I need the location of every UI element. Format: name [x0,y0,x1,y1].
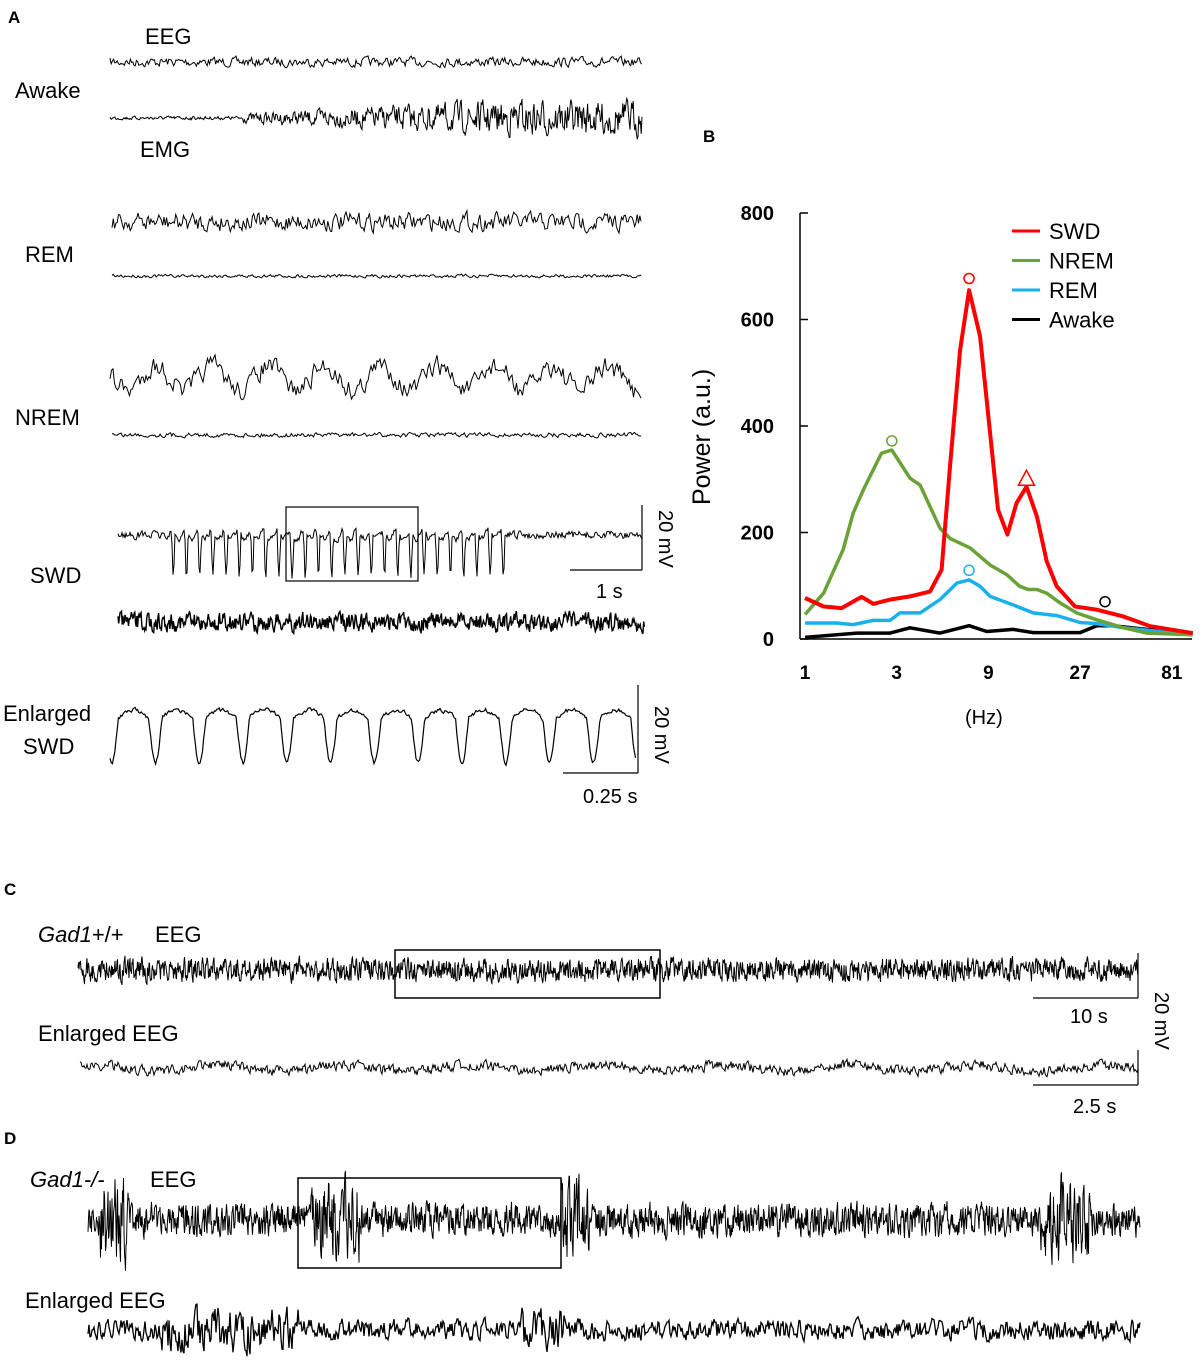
eeg-label-d: EEG [150,1167,197,1192]
peak-marker-circle [963,272,975,285]
x-tick-label: 9 [983,663,994,684]
legend-label-awake: Awake [1049,308,1115,333]
panel-label-d: D [4,1129,17,1148]
nrem-eeg-trace [109,353,642,401]
x-tick-label: 3 [891,663,902,684]
c-scale-time-top: 10 s [1070,1006,1108,1028]
peak-marker-circle [1099,595,1111,608]
y-tick-label: 400 [741,416,774,438]
genotype: -/- [83,1167,105,1192]
enlarged-swd-label-1: Enlarged [3,701,92,726]
rem-eeg-trace [111,208,642,236]
c-scale-voltage: 20 mV [1150,992,1172,1050]
eeg-label-c: EEG [155,922,202,947]
state-label-rem: REM [25,242,74,267]
y-tick-label: 800 [741,203,774,225]
panel-label-a: A [8,8,21,27]
enlarged-region-box-swd [285,506,419,582]
x-tick-label: 81 [1161,663,1183,684]
enlarged-region-box-wt [394,949,661,999]
panel-label-c: C [4,880,17,899]
genotype: +/+ [91,922,124,947]
awake-eeg-trace [109,55,643,69]
genotype-label-ko: Gad1-/- [30,1169,105,1191]
state-label-awake: Awake [15,78,81,103]
legend-label-nrem: NREM [1049,249,1114,274]
wt-eeg-trace [77,955,1139,986]
x-axis-label: (Hz) [965,707,1003,729]
emg-label: EMG [140,137,191,162]
y-tick-label: 0 [763,629,774,651]
awake-emg-trace [109,96,643,141]
peak-marker-triangle [1017,468,1036,486]
wt-enlarged-eeg-trace [79,1057,1139,1079]
enlarged-swd-trace [109,706,637,767]
swd-scale-time: 1 s [596,581,623,603]
enlarged-eeg-label-d: Enlarged EEG [25,1288,166,1313]
enlarged-scale-time: 0.25 s [583,786,638,808]
y-tick-label: 200 [741,523,774,545]
ko-eeg-trace [87,1170,1141,1271]
gene-name: Gad1 [30,1167,84,1192]
nrem-emg-trace [111,431,642,439]
series-line-swd [804,288,1194,636]
eeg-label: EEG [145,24,192,49]
series-line-nrem [803,448,1193,637]
legend-label-rem: REM [1049,278,1098,303]
c-scale-time-bottom: 2.5 s [1073,1096,1117,1118]
y-axis-label: Power (a.u.) [688,368,716,505]
swd-eeg-trace [117,526,643,579]
rem-emg-trace [111,273,642,279]
gene-name: Gad1 [38,922,92,947]
genotype-label-wt: Gad1+/+ [38,924,124,946]
peak-marker-circle [963,564,975,577]
enlarged-swd-label-2: SWD [23,734,75,759]
state-label-swd: SWD [30,563,82,588]
series-line-rem [805,578,1193,637]
panel-label-b: B [703,127,716,146]
ko-enlarged-eeg-trace [87,1303,1141,1357]
x-tick-label: 27 [1070,663,1091,684]
enlarged-eeg-label-c: Enlarged EEG [38,1021,179,1046]
legend-label-swd: SWD [1049,219,1100,244]
x-tick-label: 1 [800,663,811,684]
y-tick-label: 600 [741,310,774,332]
state-label-nrem: NREM [15,405,80,430]
enlarged-region-box-ko [297,1177,562,1269]
swd-emg-trace [117,609,646,636]
peak-marker-circle [886,435,898,447]
